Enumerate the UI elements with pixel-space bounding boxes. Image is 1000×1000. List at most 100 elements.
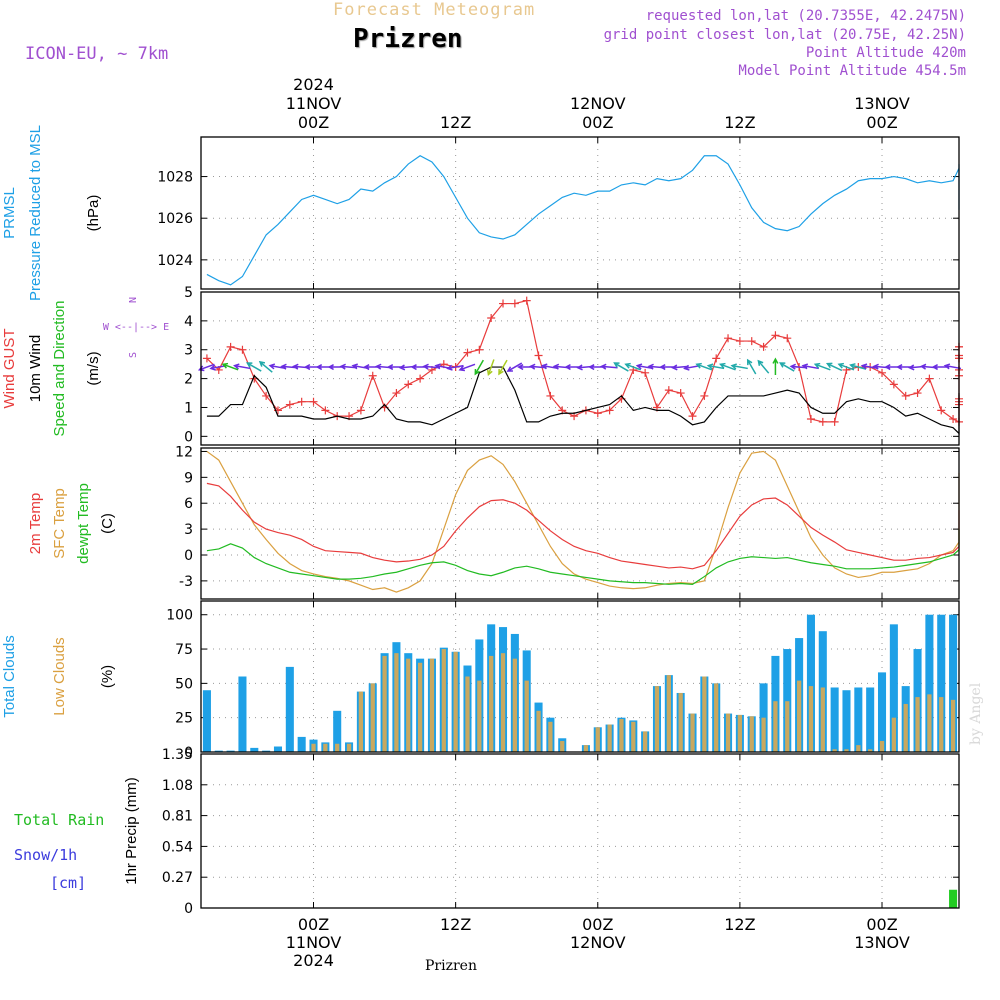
point-marker — [534, 351, 543, 360]
bar — [583, 745, 589, 752]
wind-arrow — [849, 363, 867, 370]
time-label-top: 2024 — [293, 75, 334, 94]
bar — [725, 713, 731, 752]
bar — [950, 699, 956, 752]
point-marker — [949, 415, 958, 424]
wind-arrow — [746, 358, 757, 375]
bar — [783, 649, 792, 752]
wind-arrow — [837, 362, 855, 371]
bar — [394, 653, 399, 752]
ytick-label: 6 — [184, 496, 193, 512]
wind-arrow — [613, 362, 629, 372]
point-marker — [664, 386, 673, 395]
panel-label: PRMSL — [1, 187, 18, 239]
bar — [429, 658, 435, 752]
ytick-label: 4 — [184, 314, 193, 330]
bar — [643, 731, 648, 752]
series-line — [206, 299, 960, 423]
bar — [773, 701, 778, 752]
time-label-top: 12Z — [724, 113, 755, 132]
point-marker — [487, 313, 496, 322]
bar — [844, 749, 849, 752]
model-label: ICON-EU, ~ 7km — [25, 44, 169, 64]
bar — [949, 889, 958, 908]
panel-label: (m/s) — [85, 351, 102, 385]
point-marker — [747, 337, 756, 346]
wind-arrow — [258, 360, 273, 373]
bar — [939, 697, 944, 752]
point-marker — [238, 345, 247, 354]
series-temperature-2 — [206, 529, 960, 585]
bar — [202, 690, 211, 752]
point-marker — [321, 406, 330, 415]
point-marker — [546, 391, 555, 400]
bar — [297, 736, 306, 752]
point-marker — [676, 389, 685, 398]
point-marker — [297, 397, 306, 406]
bar — [477, 680, 482, 752]
wind-arrow — [719, 362, 736, 371]
bar — [512, 658, 517, 752]
point-marker — [605, 406, 614, 415]
ytick-label: 1 — [184, 400, 193, 416]
series-pressure-0 — [206, 155, 960, 286]
panel-label: 10m Wind — [27, 335, 44, 403]
ytick-label: 3 — [184, 343, 193, 359]
point-marker — [806, 415, 815, 424]
ytick-label: 2 — [184, 372, 193, 388]
ytick-label: 1024 — [157, 253, 193, 269]
bar — [832, 749, 837, 752]
wind-direction-arrows — [197, 357, 962, 377]
series-line — [206, 155, 960, 286]
bar — [785, 701, 790, 752]
panel-label: Pressure Reduced to MSL — [27, 125, 44, 301]
bar — [690, 713, 695, 752]
bar — [250, 747, 259, 752]
time-label-top: 11NOV — [286, 94, 342, 113]
ytick-label: 1028 — [157, 170, 193, 186]
point-marker — [735, 337, 744, 346]
panel-label: dewpt Temp — [75, 483, 92, 564]
snow-label: Snow/1h — [14, 846, 77, 864]
time-label-bottom: 00Z — [866, 915, 897, 934]
bar — [866, 687, 875, 752]
bar — [903, 703, 908, 752]
ytick-label: 100 — [166, 608, 193, 624]
series-wind-0 — [202, 296, 963, 426]
time-label-bottom: 00Z — [298, 915, 329, 934]
wind-arrow — [458, 363, 476, 372]
bar — [868, 749, 873, 752]
point-marker — [522, 296, 531, 305]
ytick-label: 5 — [184, 285, 193, 301]
point-marker — [688, 412, 697, 421]
time-label-bottom: 12Z — [440, 915, 471, 934]
ytick-label: 25 — [175, 711, 193, 727]
bar — [619, 719, 624, 752]
bar — [323, 743, 328, 752]
series-temperature-1 — [206, 482, 960, 570]
time-label-top: 12NOV — [570, 94, 626, 113]
point-marker — [463, 348, 472, 357]
time-label-bottom: 12NOV — [570, 933, 626, 952]
point-marker — [913, 389, 922, 398]
series-clouds-1 — [311, 649, 956, 752]
point-marker — [404, 380, 413, 389]
bar — [524, 680, 529, 752]
time-label-bottom: 11NOV — [286, 933, 342, 952]
bar — [842, 690, 851, 752]
compass-we: W <--|--> E — [103, 322, 169, 333]
point-marker — [771, 331, 780, 340]
wind-arrow — [730, 363, 748, 370]
point-marker — [830, 417, 839, 426]
grid-point-coords: grid point closest lon,lat (20.75E, 42.2… — [603, 27, 966, 43]
bar — [417, 662, 423, 752]
panel-frame — [200, 600, 960, 753]
series-line — [206, 529, 960, 585]
bar — [856, 745, 861, 752]
compass-s: S — [128, 352, 139, 358]
bar — [654, 686, 660, 752]
series-wind-1 — [206, 366, 960, 435]
series-line — [206, 366, 960, 435]
ytick-label: 0 — [184, 548, 193, 564]
